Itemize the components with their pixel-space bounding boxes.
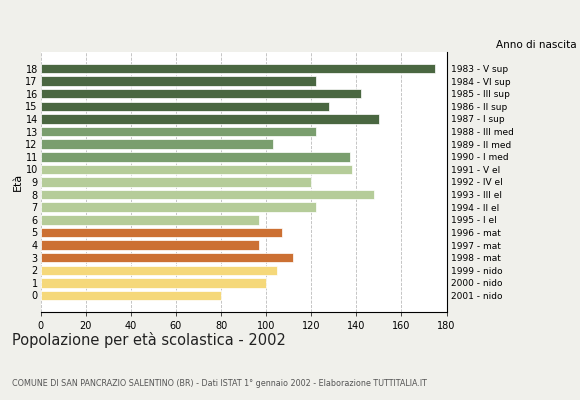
Bar (41, 202, 316, 212)
Bar (41, 114, 379, 124)
Bar (41, 253, 293, 262)
Bar (41, 127, 316, 136)
Bar (41, 190, 375, 199)
Bar (41, 165, 352, 174)
Bar (41, 215, 259, 224)
Bar (41, 76, 316, 86)
Bar (41, 177, 311, 187)
Bar (41, 240, 259, 250)
Bar (41, 102, 329, 111)
Bar (41, 278, 266, 288)
Bar (41, 291, 221, 300)
Bar (41, 64, 436, 73)
Bar (41, 228, 282, 237)
Bar (41, 152, 350, 162)
Bar (41, 89, 361, 98)
Text: Popolazione per età scolastica - 2002: Popolazione per età scolastica - 2002 (12, 332, 285, 348)
Bar (41, 266, 277, 275)
Text: Anno di nascita: Anno di nascita (496, 40, 577, 50)
Bar (41, 140, 273, 149)
Text: COMUNE DI SAN PANCRAZIO SALENTINO (BR) - Dati ISTAT 1° gennaio 2002 - Elaborazio: COMUNE DI SAN PANCRAZIO SALENTINO (BR) -… (12, 379, 426, 388)
Y-axis label: Età: Età (13, 173, 23, 191)
